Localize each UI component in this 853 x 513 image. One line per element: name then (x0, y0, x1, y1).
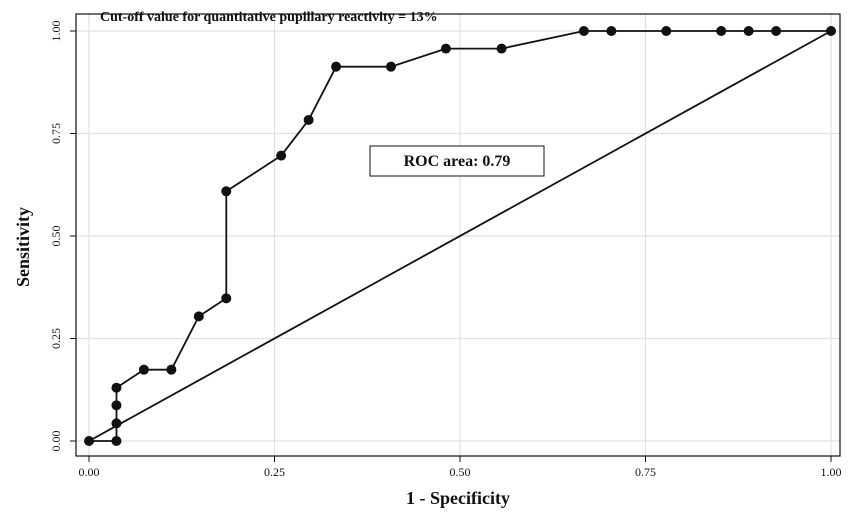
roc-area-label: ROC area: 0.79 (404, 153, 511, 170)
y-tick-label-0: 0.00 (49, 431, 63, 452)
y-tick-label-1: 0.25 (49, 328, 63, 349)
reference-diagonal (88, 30, 832, 442)
roc-point-19 (716, 26, 727, 36)
y-tick-label-3: 0.75 (49, 123, 63, 144)
roc-point-10 (276, 150, 287, 161)
roc-point-1 (111, 436, 122, 446)
roc-point-18 (661, 26, 672, 36)
roc-point-9 (221, 186, 232, 197)
x-tick-label-2: 0.50 (450, 465, 471, 479)
roc-point-3 (111, 400, 122, 411)
cutoff-annotation: Cut-off value for quantitative pupillary… (100, 10, 438, 25)
y-axis-title: Sensitivity (13, 207, 33, 287)
series-layer (84, 26, 836, 446)
y-tick-label-4: 1.00 (49, 21, 63, 42)
roc-point-5 (138, 364, 149, 375)
roc-point-7 (193, 311, 204, 322)
x-axis-title: 1 - Specificity (406, 488, 510, 508)
roc-point-13 (385, 61, 396, 72)
roc-point-16 (578, 26, 589, 36)
roc-point-17 (606, 26, 617, 36)
roc-point-4 (111, 382, 122, 393)
roc-point-21 (771, 26, 782, 36)
x-tick-label-1: 0.25 (264, 465, 285, 479)
roc-point-6 (166, 364, 177, 375)
roc-point-15 (496, 43, 507, 54)
x-tick-label-4: 1.00 (821, 465, 842, 479)
roc-point-12 (331, 61, 342, 72)
roc-point-2 (111, 418, 122, 429)
roc-point-11 (303, 114, 314, 125)
x-tick-label-0: 0.00 (79, 465, 100, 479)
roc-area-box (369, 145, 545, 177)
roc-point-20 (743, 26, 754, 36)
ticks-layer: 0.00 0.25 0.50 0.75 1.00 0.00 0.25 0.50 0.75 1.00 (49, 21, 842, 480)
roc-point-14 (440, 43, 451, 54)
roc-point-8 (221, 293, 232, 304)
y-tick-label-2: 0.50 (49, 226, 63, 247)
x-tick-label-3: 0.75 (635, 465, 656, 479)
plot-frame (75, 13, 841, 457)
